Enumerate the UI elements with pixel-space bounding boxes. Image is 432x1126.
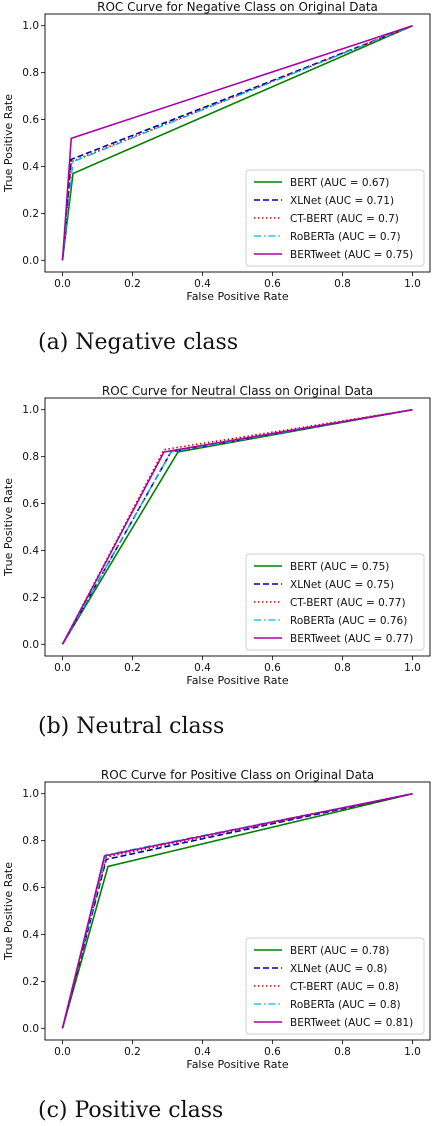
chart-panel-positive: ROC Curve for Positive Class on Original… [0, 768, 432, 1068]
legend-label: RoBERTa (AUC = 0.76) [290, 615, 407, 627]
x-tick-label: 0.6 [264, 662, 281, 674]
roc-line [61, 24, 413, 261]
x-tick-label: 0.2 [124, 278, 141, 290]
x-tick-label: 0.0 [54, 662, 71, 674]
legend-label: BERT (AUC = 0.67) [290, 177, 389, 189]
y-tick-label: 0.0 [22, 255, 39, 267]
y-tick-label: 0.8 [22, 451, 39, 463]
x-tick-label: 0.2 [124, 1046, 141, 1058]
x-axis-label: False Positive Rate [186, 290, 288, 300]
y-tick-label: 0.4 [22, 545, 39, 557]
caption-neutral: (b) Neutral class [38, 714, 225, 739]
y-tick-label: 1.0 [22, 20, 39, 32]
roc-line [61, 409, 413, 645]
y-tick-label: 0.2 [22, 976, 39, 988]
chart-title: ROC Curve for Positive Class on Original… [101, 768, 374, 782]
x-tick-label: 0.2 [124, 662, 141, 674]
y-axis-label: True Positive Rate [2, 862, 15, 961]
x-tick-label: 0.8 [334, 1046, 351, 1058]
legend-box [245, 553, 425, 651]
legend-box [245, 937, 425, 1035]
legend-label: RoBERTa (AUC = 0.7) [290, 231, 401, 243]
y-tick-label: 0.0 [22, 639, 39, 651]
plot-frame [44, 397, 431, 657]
y-tick-label: 0.4 [22, 161, 39, 173]
x-tick-label: 1.0 [404, 1046, 421, 1058]
x-tick-label: 0.0 [54, 1046, 71, 1058]
legend-label: XLNet (AUC = 0.71) [290, 195, 394, 207]
chart-title: ROC Curve for Neutral Class on Original … [102, 384, 373, 398]
legend-box [245, 169, 425, 267]
roc-line [61, 25, 413, 261]
chart-panel-neutral: ROC Curve for Neutral Class on Original … [0, 384, 432, 684]
y-tick-label: 0.6 [22, 498, 39, 510]
chart-panel-negative: ROC Curve for Negative Class on Original… [0, 0, 432, 300]
legend-label: BERT (AUC = 0.75) [290, 561, 389, 573]
legend-label: RoBERTa (AUC = 0.8) [290, 999, 401, 1011]
plot-frame [44, 781, 431, 1041]
legend-label: BERT (AUC = 0.78) [290, 945, 389, 957]
legend-label: BERTweet (AUC = 0.77) [290, 633, 413, 645]
legend-label: BERTweet (AUC = 0.81) [290, 1017, 413, 1029]
y-tick-label: 0.2 [22, 592, 39, 604]
roc-line [61, 792, 413, 1029]
x-tick-label: 0.8 [334, 662, 351, 674]
x-tick-label: 0.6 [264, 278, 281, 290]
chart-title: ROC Curve for Negative Class on Original… [97, 0, 378, 14]
plot-frame [44, 13, 431, 273]
roc-line [61, 408, 413, 645]
x-tick-label: 1.0 [404, 278, 421, 290]
y-axis-label: True Positive Rate [2, 94, 15, 193]
legend-label: BERTweet (AUC = 0.75) [290, 249, 413, 261]
y-tick-label: 1.0 [22, 788, 39, 800]
y-axis-label: True Positive Rate [2, 478, 15, 577]
x-tick-label: 0.8 [334, 278, 351, 290]
y-tick-label: 0.6 [22, 114, 39, 126]
y-tick-label: 0.6 [22, 882, 39, 894]
roc-chart-negative: ROC Curve for Negative Class on Original… [2, 0, 431, 300]
legend-label: CT-BERT (AUC = 0.7) [290, 213, 399, 225]
y-tick-label: 1.0 [22, 404, 39, 416]
x-tick-label: 0.4 [194, 278, 211, 290]
x-tick-label: 1.0 [404, 662, 421, 674]
x-tick-label: 0.6 [264, 1046, 281, 1058]
roc-chart-positive: ROC Curve for Positive Class on Original… [2, 768, 431, 1068]
roc-chart-neutral: ROC Curve for Neutral Class on Original … [2, 384, 431, 684]
caption-negative: (a) Negative class [38, 330, 239, 355]
x-tick-label: 0.4 [194, 662, 211, 674]
x-tick-label: 0.4 [194, 1046, 211, 1058]
x-axis-label: False Positive Rate [186, 1058, 288, 1068]
legend-label: XLNet (AUC = 0.75) [290, 579, 394, 591]
y-tick-label: 0.2 [22, 208, 39, 220]
y-tick-label: 0.8 [22, 67, 39, 79]
x-axis-label: False Positive Rate [186, 674, 288, 684]
y-tick-label: 0.0 [22, 1023, 39, 1035]
y-tick-label: 0.4 [22, 929, 39, 941]
x-tick-label: 0.0 [54, 278, 71, 290]
roc-line [61, 792, 413, 1029]
legend-label: CT-BERT (AUC = 0.77) [290, 597, 406, 609]
caption-positive: (c) Positive class [38, 1098, 224, 1123]
y-tick-label: 0.8 [22, 835, 39, 847]
legend-label: CT-BERT (AUC = 0.8) [290, 981, 399, 993]
legend-label: XLNet (AUC = 0.8) [290, 963, 387, 975]
